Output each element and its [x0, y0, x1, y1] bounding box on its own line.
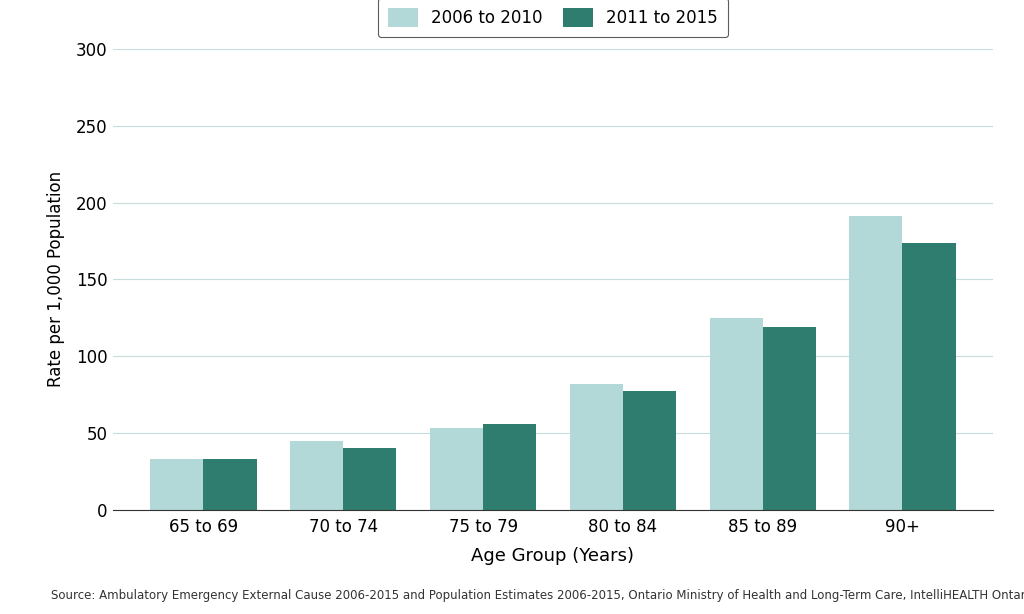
Bar — [902, 243, 955, 510]
Y-axis label: Rate per 1,000 Population: Rate per 1,000 Population — [47, 171, 66, 387]
Bar — [849, 216, 902, 510]
Bar — [290, 440, 343, 510]
Bar — [204, 459, 257, 510]
Bar — [623, 392, 676, 510]
Bar — [763, 327, 816, 510]
Text: Source: Ambulatory Emergency External Cause 2006-2015 and Population Estimates 2: Source: Ambulatory Emergency External Ca… — [51, 589, 1024, 602]
Bar — [710, 317, 763, 510]
X-axis label: Age Group (Years): Age Group (Years) — [471, 547, 635, 565]
Bar — [151, 459, 204, 510]
Bar — [343, 448, 396, 510]
Legend: 2006 to 2010, 2011 to 2015: 2006 to 2010, 2011 to 2015 — [378, 0, 728, 37]
Bar — [569, 384, 623, 510]
Bar — [483, 424, 537, 510]
Bar — [430, 429, 483, 510]
